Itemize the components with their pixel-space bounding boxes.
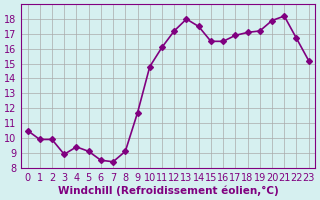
X-axis label: Windchill (Refroidissement éolien,°C): Windchill (Refroidissement éolien,°C) [58,185,278,196]
